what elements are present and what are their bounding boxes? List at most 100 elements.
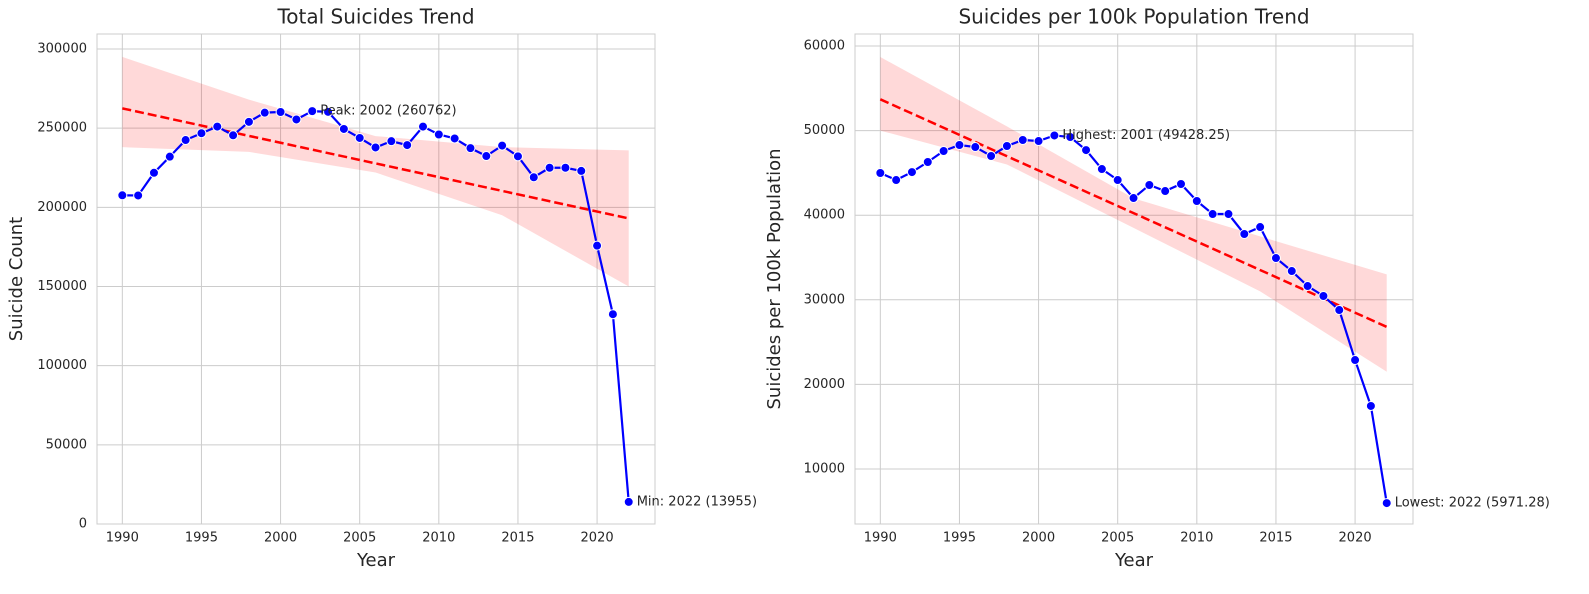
data-point [259,107,270,118]
y-axis-label: Suicide Count [6,217,27,341]
data-point [338,123,349,134]
data-point [576,165,587,176]
confidence-band [122,56,629,287]
data-point [307,106,318,117]
data-point [1001,141,1012,152]
x-tick-label: 2000 [1022,531,1055,546]
y-tick-label: 10000 [804,462,845,477]
y-axis-label: Suicides per 100k Population [764,148,785,409]
data-point [228,130,239,141]
y-tick-label: 300000 [37,41,87,56]
data-point [1112,175,1123,186]
x-axis-label: Year [1114,550,1154,571]
trend-line [879,98,1388,329]
x-tick-label: 2010 [422,531,455,546]
data-point [243,116,254,127]
data-point [1065,132,1076,143]
data-point [1128,193,1139,204]
data-point [1255,222,1266,233]
data-point [1302,281,1313,292]
data-point [164,151,175,162]
data-point [970,142,981,153]
y-tick-label: 50000 [46,437,87,452]
x-tick-label: 1990 [864,531,897,546]
data-point [117,190,128,201]
plot-frame [96,33,656,525]
chart-title: Total Suicides Trend [276,5,474,29]
y-tick-label: 40000 [804,208,845,223]
data-point [544,162,555,173]
data-point [1334,305,1345,316]
data-point [607,309,618,320]
data-point [291,114,302,125]
data-point [986,150,997,161]
x-tick-label: 1995 [185,531,218,546]
data-point [133,190,144,201]
data-point [1017,135,1028,146]
data-point [1381,498,1392,509]
y-tick-label: 150000 [37,279,87,294]
data-point [1081,145,1092,156]
y-tick-label: 20000 [804,377,845,392]
y-tick-label: 50000 [804,123,845,138]
x-tick-label: 2015 [501,531,534,546]
plot-frame [854,33,1414,525]
data-point [386,136,397,147]
y-tick-label: 100000 [37,358,87,373]
data-point [1144,180,1155,191]
data-point [1160,186,1171,197]
x-tick-label: 2020 [581,531,614,546]
data-point [275,107,286,118]
x-tick-label: 1995 [943,531,976,546]
data-point [1365,400,1376,411]
data-point [196,128,207,139]
y-tick-label: 250000 [37,121,87,136]
data-point [148,167,159,178]
data-point [528,172,539,183]
annotation: Min: 2022 (13955) [637,494,757,509]
x-tick-label: 2015 [1259,531,1292,546]
y-tick-label: 30000 [804,292,845,307]
data-point [323,106,334,117]
data-point [1270,253,1281,264]
y-tick-label: 200000 [37,200,87,215]
data-point [592,240,603,251]
data-point [497,140,508,151]
y-tick-label: 0 [79,517,87,532]
data-point [954,139,965,150]
x-axis-label: Year [356,550,396,571]
data-point [418,121,429,132]
data-point [1191,195,1202,206]
data-point [212,121,223,132]
data-point [433,129,444,140]
y-tick-label: 60000 [804,39,845,54]
data-point [465,143,476,154]
data-point [402,140,413,151]
x-tick-label: 1990 [106,531,139,546]
x-tick-label: 2005 [1101,531,1134,546]
data-point [560,162,571,173]
data-point [1096,164,1107,175]
x-tick-label: 2010 [1180,531,1213,546]
data-point [180,135,191,146]
data-point [906,167,917,178]
data-point [354,132,365,143]
data-point [1176,178,1187,189]
data-point [623,496,634,507]
data-point [481,151,492,162]
data-point [370,142,381,153]
trend-line [122,107,629,220]
data-point [512,151,523,162]
annotation: Lowest: 2022 (5971.28) [1395,496,1550,511]
data-point [1033,136,1044,147]
data-point [875,167,886,178]
data-point [891,175,902,186]
data-point [449,133,460,144]
x-tick-label: 2020 [1339,531,1372,546]
chart-title: Suicides per 100k Population Trend [958,5,1309,29]
annotation: Peak: 2002 (260762) [320,104,456,119]
data-point [1318,291,1329,302]
x-tick-label: 2005 [343,531,376,546]
data-point [922,156,933,167]
